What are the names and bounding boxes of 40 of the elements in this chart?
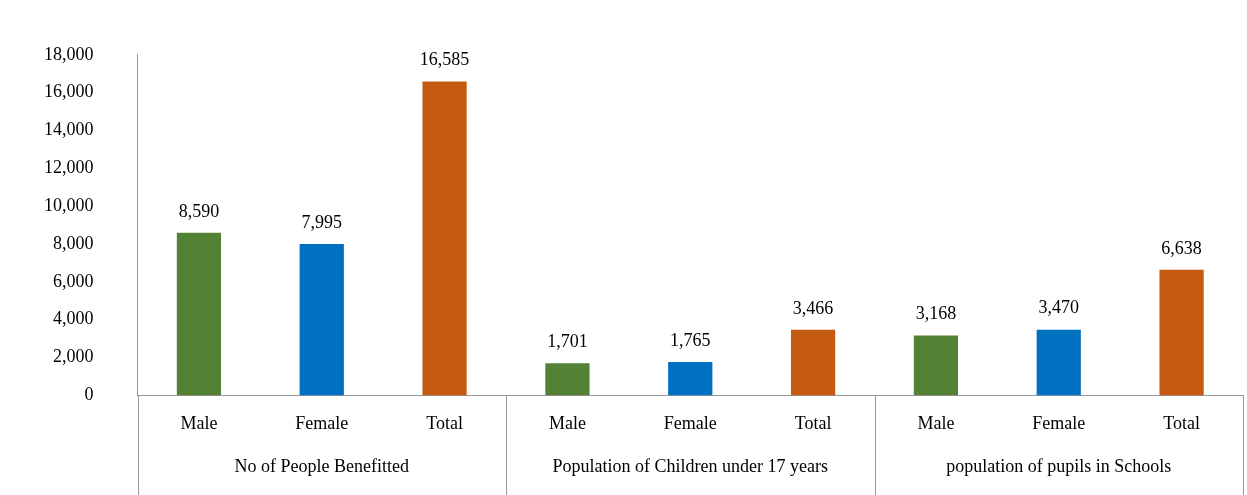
data-label: 6,638: [1161, 237, 1202, 258]
y-tick-label: 0: [84, 384, 94, 405]
text: No of People Benefitted: [234, 456, 409, 477]
y-tick-label: 18,000: [44, 43, 94, 64]
data-label: 8,590: [178, 200, 220, 221]
bar: [299, 244, 344, 396]
x-tick-label: Female: [295, 412, 349, 433]
data-label: 1,701: [547, 330, 588, 351]
data-label: 1,765: [670, 329, 711, 350]
x-tick-label: Male: [917, 412, 955, 433]
bar: [1036, 329, 1081, 396]
data-label: 3,168: [915, 303, 957, 324]
y-tick-label: 10,000: [44, 194, 94, 215]
bar: [1159, 269, 1204, 396]
y-tick-label: 4,000: [53, 308, 94, 329]
x-tick-label: Total: [426, 412, 463, 433]
bar: [176, 232, 222, 396]
y-tick-label: 2,000: [53, 346, 94, 367]
x-tick-label: Total: [1163, 412, 1200, 433]
text: Population of Children under 17 years: [552, 456, 828, 477]
text: population of pupils in Schools: [946, 456, 1172, 477]
bar: [545, 363, 590, 396]
data-label: 3,466: [792, 297, 834, 318]
bar: [668, 362, 713, 396]
data-label: 3,470: [1038, 297, 1079, 318]
data-label: 7,995: [301, 211, 342, 232]
y-tick-label: 6,000: [53, 270, 94, 291]
y-tick-label: 12,000: [44, 157, 94, 178]
x-tick-label: Total: [794, 412, 832, 433]
x-tick-label: Female: [663, 412, 717, 433]
x-tick-label: Male: [548, 412, 586, 433]
bar: [790, 329, 836, 396]
x-tick-label: Male: [180, 412, 218, 433]
y-tick-label: 16,000: [44, 81, 94, 102]
y-tick-label: 8,000: [53, 232, 94, 253]
data-label: 16,585: [419, 49, 470, 70]
x-tick-label: Female: [1032, 412, 1086, 433]
y-tick-label: 14,000: [44, 119, 94, 140]
bar: [913, 335, 959, 396]
bar: [422, 81, 467, 396]
